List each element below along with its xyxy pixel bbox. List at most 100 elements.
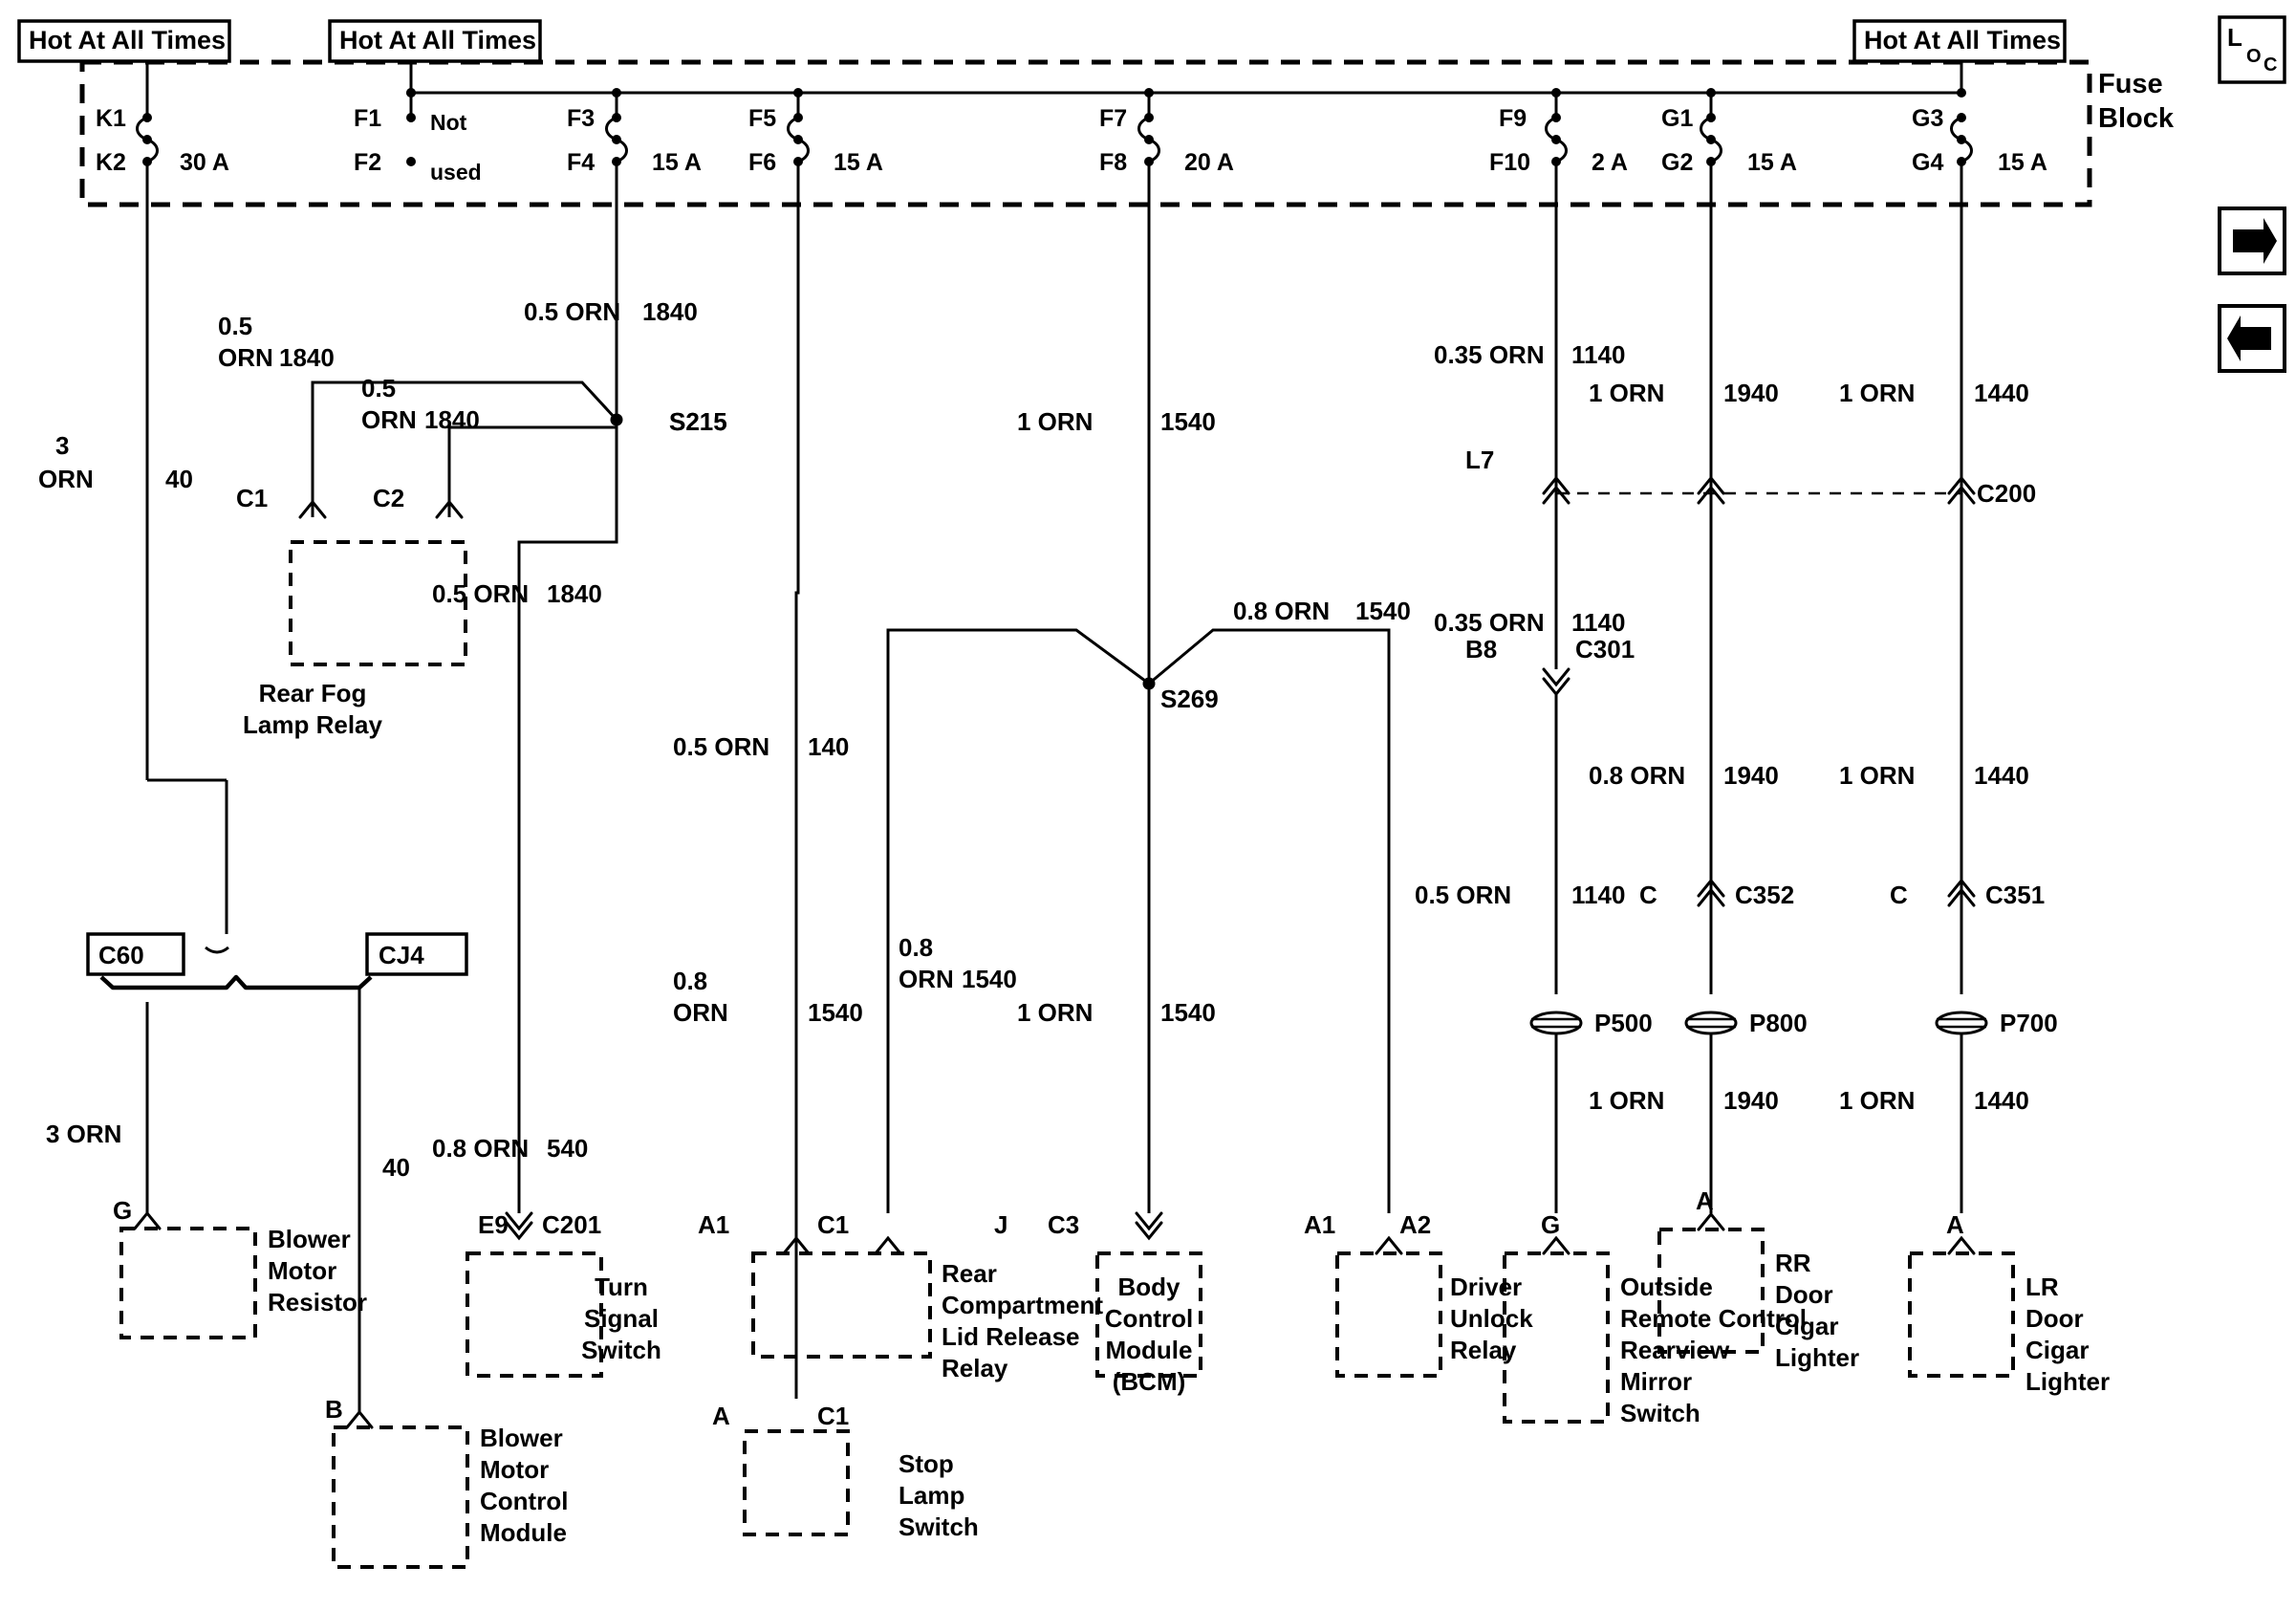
svg-text:15 A: 15 A — [834, 149, 883, 176]
svg-text:2 A: 2 A — [1592, 149, 1628, 176]
svg-text:C1: C1 — [817, 1210, 849, 1239]
svg-text:3 ORN: 3 ORN — [46, 1120, 121, 1148]
svg-text:K2: K2 — [96, 149, 126, 176]
svg-text:0.8 ORN: 0.8 ORN — [432, 1134, 529, 1163]
svg-text:Module: Module — [480, 1518, 567, 1547]
svg-text:30 A: 30 A — [180, 149, 229, 176]
svg-text:1440: 1440 — [1974, 379, 2029, 407]
svg-text:Lamp: Lamp — [899, 1481, 964, 1510]
svg-text:F2: F2 — [354, 149, 381, 176]
svg-text:Blower: Blower — [268, 1225, 351, 1253]
svg-text:Door: Door — [1775, 1280, 1833, 1309]
svg-text:L: L — [2227, 23, 2242, 52]
svg-text:Switch: Switch — [899, 1512, 979, 1541]
svg-text:ORN: ORN — [899, 965, 954, 993]
svg-text:1940: 1940 — [1723, 1086, 1779, 1115]
svg-text:Control: Control — [1105, 1304, 1193, 1333]
svg-text:1940: 1940 — [1723, 761, 1779, 790]
svg-text:Hot At All Times: Hot At All Times — [29, 26, 226, 54]
svg-text:F7: F7 — [1099, 105, 1127, 132]
svg-text:Lamp Relay: Lamp Relay — [243, 710, 382, 739]
svg-text:140: 140 — [808, 732, 849, 761]
svg-text:Driver: Driver — [1450, 1273, 1522, 1301]
svg-text:1540: 1540 — [808, 998, 863, 1027]
svg-text:S269: S269 — [1160, 685, 1219, 713]
svg-text:C1: C1 — [236, 484, 268, 512]
svg-text:A: A — [1946, 1210, 1964, 1239]
svg-text:Rear: Rear — [942, 1259, 997, 1288]
svg-text:RR: RR — [1775, 1249, 1811, 1277]
svg-text:Cigar: Cigar — [2025, 1336, 2089, 1364]
svg-text:F6: F6 — [748, 149, 776, 176]
svg-text:B8: B8 — [1465, 635, 1497, 664]
svg-text:Lid Release: Lid Release — [942, 1322, 1080, 1351]
svg-text:Outside: Outside — [1620, 1273, 1713, 1301]
svg-text:F10: F10 — [1489, 149, 1530, 176]
svg-text:Compartment: Compartment — [942, 1291, 1103, 1319]
svg-text:Lighter: Lighter — [1775, 1343, 1859, 1372]
svg-text:0.8: 0.8 — [899, 933, 933, 962]
svg-text:P800: P800 — [1749, 1009, 1808, 1037]
svg-text:G: G — [1541, 1210, 1560, 1239]
svg-text:1 ORN: 1 ORN — [1839, 379, 1915, 407]
svg-text:20 A: 20 A — [1184, 149, 1234, 176]
svg-text:0.8: 0.8 — [673, 967, 707, 995]
svg-text:F3: F3 — [567, 105, 595, 132]
svg-text:1 ORN: 1 ORN — [1589, 1086, 1664, 1115]
svg-text:E9: E9 — [478, 1210, 509, 1239]
svg-text:C201: C201 — [542, 1210, 601, 1239]
svg-text:Blower: Blower — [480, 1424, 563, 1452]
svg-text:C301: C301 — [1575, 635, 1635, 664]
svg-text:1840: 1840 — [642, 297, 698, 326]
svg-text:B: B — [325, 1395, 343, 1424]
svg-text:Switch: Switch — [581, 1336, 661, 1364]
svg-text:Lighter: Lighter — [2025, 1367, 2110, 1396]
svg-text:1 ORN: 1 ORN — [1017, 998, 1093, 1027]
svg-text:Unlock: Unlock — [1450, 1304, 1533, 1333]
svg-text:P500: P500 — [1594, 1009, 1653, 1037]
svg-text:LR: LR — [2025, 1273, 2059, 1301]
svg-text:1 ORN: 1 ORN — [1839, 761, 1915, 790]
svg-text:P700: P700 — [2000, 1009, 2058, 1037]
svg-text:CJ4: CJ4 — [379, 941, 424, 969]
svg-text:Switch: Switch — [1620, 1399, 1700, 1427]
svg-text:G4: G4 — [1912, 149, 1943, 176]
svg-text:C352: C352 — [1735, 881, 1794, 909]
svg-text:Motor: Motor — [480, 1455, 549, 1484]
svg-text:Relay: Relay — [1450, 1336, 1517, 1364]
svg-text:C: C — [1639, 881, 1657, 909]
svg-text:C: C — [2264, 54, 2277, 76]
svg-text:0.5 ORN: 0.5 ORN — [1415, 881, 1511, 909]
svg-text:C60: C60 — [98, 941, 144, 969]
svg-text:1540: 1540 — [1355, 597, 1411, 625]
svg-text:O: O — [2246, 46, 2262, 67]
svg-text:1840: 1840 — [547, 579, 602, 608]
svg-text:L7: L7 — [1465, 446, 1494, 474]
svg-text:Door: Door — [2025, 1304, 2084, 1333]
svg-text:1 ORN: 1 ORN — [1589, 379, 1664, 407]
svg-text:Motor: Motor — [268, 1256, 336, 1285]
svg-text:A1: A1 — [1304, 1210, 1335, 1239]
svg-text:G2: G2 — [1661, 149, 1693, 176]
svg-text:Block: Block — [2098, 103, 2175, 134]
svg-text:1 ORN: 1 ORN — [1839, 1086, 1915, 1115]
svg-text:Turn: Turn — [595, 1273, 648, 1301]
svg-text:1 ORN: 1 ORN — [1017, 407, 1093, 436]
svg-text:C1: C1 — [817, 1402, 849, 1430]
svg-text:Rear Fog: Rear Fog — [259, 679, 367, 707]
svg-text:F1: F1 — [354, 105, 381, 132]
svg-text:1440: 1440 — [1974, 1086, 2029, 1115]
svg-text:1840: 1840 — [279, 343, 335, 372]
svg-text:Signal: Signal — [584, 1304, 659, 1333]
svg-text:ORN: ORN — [361, 405, 417, 434]
svg-text:C3: C3 — [1048, 1210, 1079, 1239]
svg-text:1440: 1440 — [1974, 761, 2029, 790]
svg-text:Not: Not — [430, 110, 467, 135]
svg-text:0.5 ORN: 0.5 ORN — [673, 732, 769, 761]
svg-text:40: 40 — [382, 1153, 410, 1182]
svg-text:F5: F5 — [748, 105, 776, 132]
svg-text:Cigar: Cigar — [1775, 1312, 1838, 1340]
svg-text:used: used — [430, 160, 482, 185]
svg-text:1540: 1540 — [1160, 998, 1216, 1027]
svg-text:C351: C351 — [1985, 881, 2045, 909]
